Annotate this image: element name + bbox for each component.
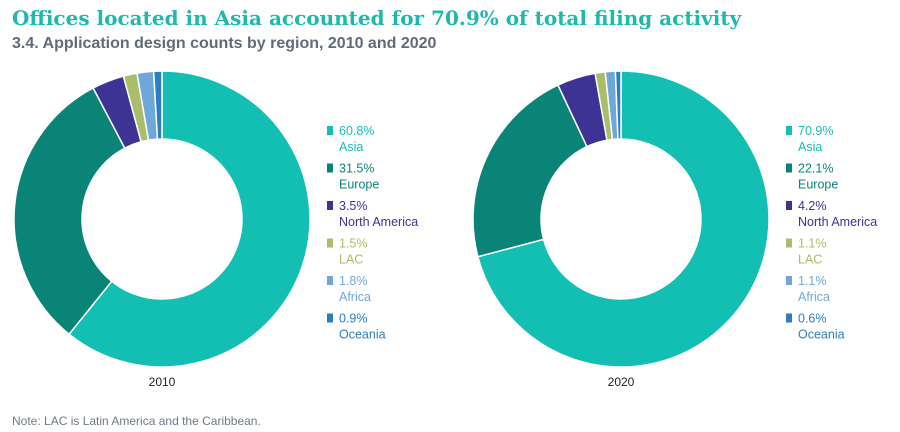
legend-value-2020-lac: 1.1% bbox=[798, 237, 827, 251]
slice-2010-europe bbox=[13, 86, 126, 336]
chart-subtitle: 3.4. Application design counts by region… bbox=[12, 35, 437, 52]
legend-swatch-2010-africa bbox=[327, 276, 333, 285]
legend-name-2010-europe: Europe bbox=[339, 178, 379, 192]
legend-value-2020-north-america: 4.2% bbox=[798, 199, 827, 213]
legend-name-2010-asia: Asia bbox=[339, 140, 363, 154]
legend-name-2010-africa: Africa bbox=[339, 290, 371, 304]
legend-value-2010-europe: 31.5% bbox=[339, 162, 374, 176]
legend-swatch-2020-oceania bbox=[786, 313, 792, 323]
slice-2010-asia bbox=[68, 70, 311, 368]
slice-2020-asia bbox=[476, 70, 770, 368]
legend-value-2010-north-america: 3.5% bbox=[339, 199, 368, 213]
legend-value-2020-europe: 22.1% bbox=[798, 162, 833, 176]
legend-value-2010-asia: 60.8% bbox=[339, 124, 374, 138]
footnote: Note: LAC is Latin America and the Carib… bbox=[12, 414, 261, 428]
legend-swatch-2010-lac bbox=[327, 238, 333, 248]
legend-swatch-2020-africa bbox=[786, 276, 792, 285]
legend-value-2020-asia: 70.9% bbox=[798, 124, 833, 138]
donut-chart-2020: 2020 bbox=[472, 70, 770, 389]
year-label-2010: 2010 bbox=[149, 375, 176, 389]
slice-2020-oceania bbox=[614, 70, 622, 140]
donut-chart-2010: 2010 bbox=[13, 70, 311, 389]
legend-swatch-2010-europe bbox=[327, 163, 333, 173]
legend-swatch-2020-europe bbox=[786, 163, 792, 173]
slice-2010-oceania bbox=[152, 70, 163, 140]
slice-2020-europe bbox=[472, 84, 588, 258]
legend-name-2020-lac: LAC bbox=[798, 253, 822, 267]
legend-name-2010-oceania: Oceania bbox=[339, 328, 386, 342]
legend-swatch-2010-north-america bbox=[327, 201, 333, 210]
legend-swatch-2020-lac bbox=[786, 238, 792, 248]
legend-2020: 70.9% Asia 22.1% Europe 4.2% North America 1.1… bbox=[786, 124, 877, 342]
legend-swatch-2010-oceania bbox=[327, 313, 333, 323]
legend-name-2020-europe: Europe bbox=[798, 178, 838, 192]
year-label-2020: 2020 bbox=[608, 375, 635, 389]
legend-value-2010-oceania: 0.9% bbox=[339, 312, 368, 326]
legend-swatch-2010-asia bbox=[327, 126, 333, 135]
legend-name-2020-africa: Africa bbox=[798, 290, 830, 304]
legend-value-2020-oceania: 0.6% bbox=[798, 312, 827, 326]
legend-name-2020-oceania: Oceania bbox=[798, 328, 845, 342]
legend-swatch-2020-north-america bbox=[786, 201, 792, 210]
legend-value-2020-africa: 1.1% bbox=[798, 274, 827, 288]
legend-name-2010-lac: LAC bbox=[339, 253, 363, 267]
legend-name-2020-north-america: North America bbox=[798, 215, 877, 229]
legend-value-2010-lac: 1.5% bbox=[339, 237, 368, 251]
legend-name-2010-north-america: North America bbox=[339, 215, 418, 229]
legend-swatch-2020-asia bbox=[786, 126, 792, 135]
legend-value-2010-africa: 1.8% bbox=[339, 274, 368, 288]
legend-name-2020-asia: Asia bbox=[798, 140, 822, 154]
chart-title: Offices located in Asia accounted for 70… bbox=[12, 6, 742, 30]
legend-2010: 60.8% Asia 31.5% Europe 3.5% North America 1.5… bbox=[327, 124, 418, 342]
